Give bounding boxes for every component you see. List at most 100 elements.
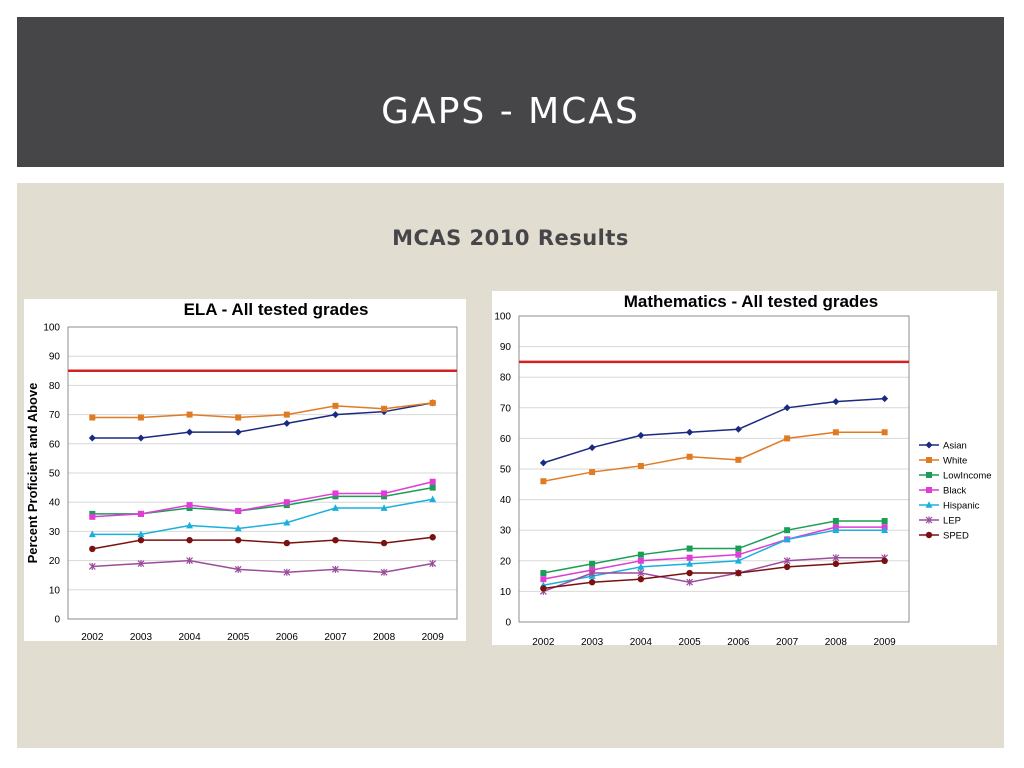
- math-point-hispanic: [686, 560, 694, 567]
- ela-point-lep: [88, 562, 96, 570]
- math-point-asian: [734, 425, 742, 433]
- ela-point-black: [381, 490, 388, 497]
- math-y-tick-label: 50: [500, 465, 512, 476]
- ela-point-sped: [137, 536, 145, 544]
- ela-point-lep: [283, 568, 291, 576]
- ela-point-asian: [186, 428, 194, 436]
- math-series-line-hispanic: [543, 529, 885, 587]
- ela-y-tick-label: 80: [49, 381, 61, 392]
- math-point-white: [540, 478, 547, 485]
- ela-point-black: [186, 502, 193, 509]
- math-point-hispanic: [783, 535, 791, 543]
- math-y-tick-label: 0: [505, 618, 511, 629]
- math-point-sped: [588, 579, 596, 586]
- ela-x-tick-label: 2007: [324, 632, 347, 641]
- math-point-hispanic: [881, 526, 889, 533]
- math-point-asian: [783, 404, 791, 412]
- math-point-white: [784, 435, 791, 442]
- ela-point-sped: [332, 536, 339, 544]
- legend-marker-lep: [925, 516, 933, 524]
- math-series-line-white: [543, 431, 885, 482]
- ela-point-hispanic: [186, 521, 194, 529]
- ela-x-tick-label: 2003: [130, 632, 153, 641]
- ela-point-lep: [234, 565, 242, 573]
- math-series-line-asian: [543, 397, 885, 464]
- math-point-lowincome: [832, 518, 839, 525]
- math-chart-panel: Mathematics - All tested grades 0 10 20 30 40…: [492, 291, 997, 648]
- math-point-lep: [637, 569, 645, 577]
- math-x-tick-label: 2005: [679, 637, 702, 645]
- legend-label-sped: SPED: [943, 531, 969, 542]
- math-series-line-lowincome: [543, 520, 885, 574]
- ela-point-hispanic: [88, 530, 96, 538]
- ela-series-line-white: [92, 402, 433, 419]
- ela-point-sped: [429, 534, 436, 541]
- ela-point-white: [235, 414, 242, 421]
- math-point-sped: [686, 569, 693, 577]
- ela-y-tick-label: 70: [49, 410, 61, 421]
- math-point-sped: [735, 569, 742, 577]
- math-point-hispanic: [734, 557, 742, 564]
- math-point-lep: [588, 569, 596, 577]
- ela-point-sped: [283, 539, 291, 547]
- math-point-asian: [881, 395, 889, 403]
- ela-point-lep: [137, 560, 145, 568]
- math-point-white: [686, 453, 693, 460]
- ela-point-black: [89, 513, 96, 520]
- math-point-lowincome: [784, 527, 791, 534]
- math-point-lep: [783, 557, 791, 565]
- ela-x-tick-label: 2004: [178, 632, 201, 641]
- legend-marker-asian: [925, 441, 933, 449]
- math-point-asian: [686, 428, 694, 436]
- math-series-line-lep: [543, 556, 885, 593]
- ela-point-asian: [283, 419, 291, 427]
- math-point-sped: [783, 563, 791, 571]
- ela-point-white: [381, 405, 388, 412]
- ela-chart-panel: ELA - All tested grades 0 10 20 30 40 50 60 70 80…: [24, 299, 466, 643]
- math-point-sped: [637, 575, 645, 583]
- math-point-black: [686, 554, 693, 561]
- math-series-line-black: [543, 526, 885, 580]
- legend-marker-white: [926, 457, 932, 463]
- math-y-tick-label: 70: [500, 403, 512, 414]
- math-point-white: [881, 429, 888, 436]
- math-point-asian: [832, 398, 840, 406]
- ela-point-lep: [429, 560, 437, 568]
- ela-chart: ELA - All tested grades 0 10 20 30 40 50 60 70 80…: [25, 300, 458, 643]
- ela-y-tick-label: 60: [49, 439, 61, 450]
- ela-point-white: [137, 414, 144, 421]
- math-point-lep: [832, 554, 840, 562]
- math-y-tick-label: 10: [500, 587, 512, 598]
- ela-point-lep: [380, 568, 388, 576]
- legend-label-white: White: [943, 456, 967, 467]
- math-point-lep: [686, 578, 694, 586]
- ela-point-hispanic: [137, 530, 145, 538]
- ela-y-tick-label: 30: [49, 527, 61, 538]
- math-point-lowincome: [540, 570, 547, 577]
- math-y-tick-label: 80: [500, 373, 512, 384]
- math-x-tick-label: 2008: [825, 637, 848, 645]
- ela-x-tick-label: 2002: [81, 632, 104, 641]
- math-point-hispanic: [637, 563, 645, 570]
- legend-marker-hispanic: [925, 501, 933, 508]
- ela-y-axis-label: Percent Proficient and Above: [25, 383, 40, 564]
- ela-point-lep: [332, 565, 339, 573]
- math-y-tick-label: 20: [500, 556, 512, 567]
- ela-y-tick-label: 10: [49, 585, 61, 596]
- math-point-black: [540, 576, 547, 583]
- ela-point-lowincome: [429, 484, 436, 491]
- ela-point-asian: [137, 434, 145, 442]
- math-point-lowincome: [735, 545, 742, 552]
- ela-series-line-sped: [92, 536, 433, 550]
- math-x-tick-label: 2006: [727, 637, 750, 645]
- math-point-sped: [832, 560, 840, 568]
- ela-point-lep: [186, 557, 193, 565]
- math-point-asian: [637, 431, 645, 439]
- ela-point-white: [332, 402, 339, 409]
- math-point-white: [832, 429, 839, 436]
- ela-point-black: [332, 490, 339, 497]
- ela-point-white: [429, 399, 436, 406]
- ela-chart-title: ELA - All tested grades: [184, 300, 369, 319]
- math-y-tick-label: 100: [494, 312, 511, 323]
- ela-point-hispanic: [331, 504, 339, 511]
